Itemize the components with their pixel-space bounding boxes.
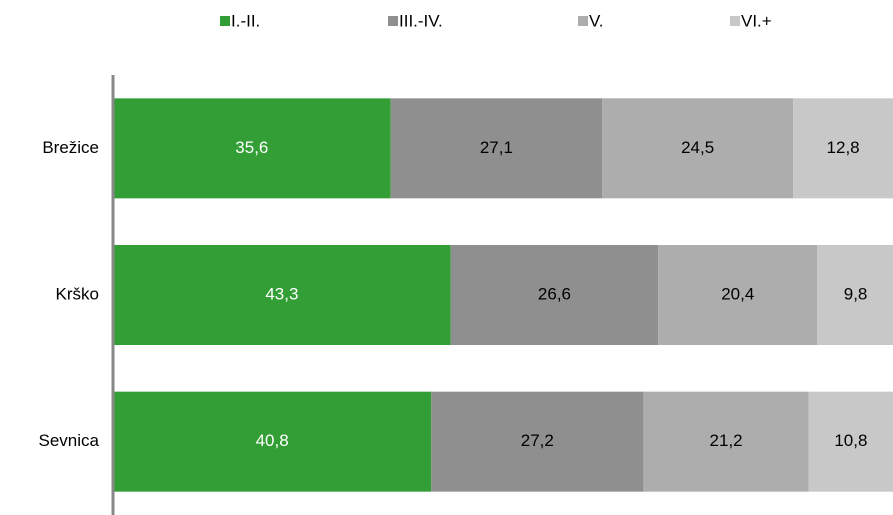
legend-label: III.-IV. — [399, 11, 443, 30]
data-label: 27,1 — [480, 138, 513, 157]
bar-segment — [602, 98, 794, 199]
y-tick-label: Krško — [56, 284, 99, 303]
bar-segment — [390, 98, 603, 199]
legend-swatch — [730, 16, 740, 26]
legend-swatch — [388, 16, 398, 26]
data-label: 10,8 — [834, 431, 867, 450]
data-label: 26,6 — [538, 284, 571, 303]
data-label: 27,2 — [521, 431, 554, 450]
data-label: 20,4 — [721, 284, 754, 303]
bar-segment — [817, 245, 893, 345]
bar-segment — [450, 245, 659, 345]
data-label: 12,8 — [827, 138, 860, 157]
data-label: 43,3 — [265, 284, 298, 303]
data-label: 9,8 — [844, 284, 868, 303]
legend-label: VI.+ — [741, 11, 772, 30]
bar-segment — [113, 98, 391, 199]
data-label: 24,5 — [681, 138, 714, 157]
bar-segment — [431, 391, 644, 492]
data-label: 21,2 — [710, 431, 743, 450]
bar-segment — [113, 245, 451, 345]
legend-swatch — [578, 16, 588, 26]
y-tick-label: Brežice — [42, 138, 99, 157]
bar-segment — [793, 98, 893, 199]
bar-segment — [643, 391, 809, 492]
y-tick-label: Sevnica — [39, 431, 100, 450]
data-label: 40,8 — [256, 431, 289, 450]
data-label: 35,6 — [235, 138, 268, 157]
legend-label: V. — [589, 11, 604, 30]
bar-segment — [113, 391, 432, 492]
legend-swatch — [220, 16, 230, 26]
bar-segment — [658, 245, 818, 345]
legend-label: I.-II. — [231, 11, 260, 30]
bar-segment — [808, 391, 893, 492]
